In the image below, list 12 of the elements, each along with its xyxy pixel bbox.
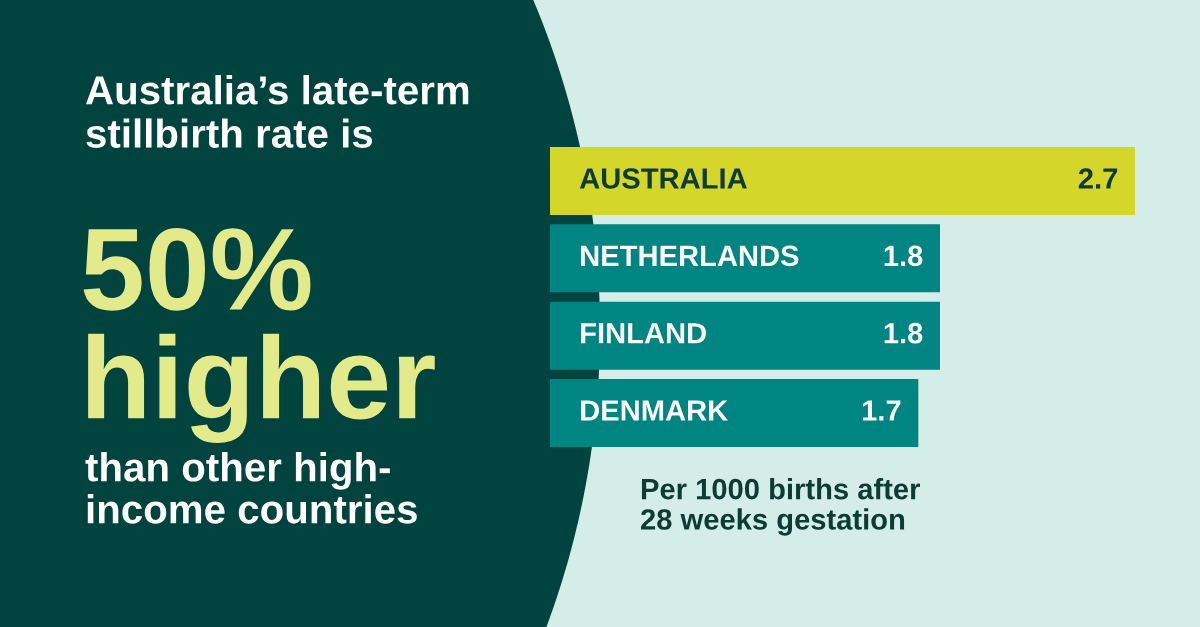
chart-title: Australia’s late-term stillbirth rate is [86,75,469,148]
y-tick-label: NETHERLANDS [581,245,799,267]
text: Per 1000 births after 28 weeks gestation [641,478,921,536]
data-label: 2.7 [1078,168,1118,189]
text: 50% higher [83,228,435,444]
data-label: 1.7 [862,400,901,421]
y-tick-label: FINLAND [581,323,706,344]
text: than other high- income countries [85,452,417,524]
y-tick-label: AUSTRALIA [579,168,747,189]
data-label: 1.8 [884,245,923,267]
data-label: 1.8 [884,322,923,344]
y-tick-label: DENMARK [581,400,728,421]
